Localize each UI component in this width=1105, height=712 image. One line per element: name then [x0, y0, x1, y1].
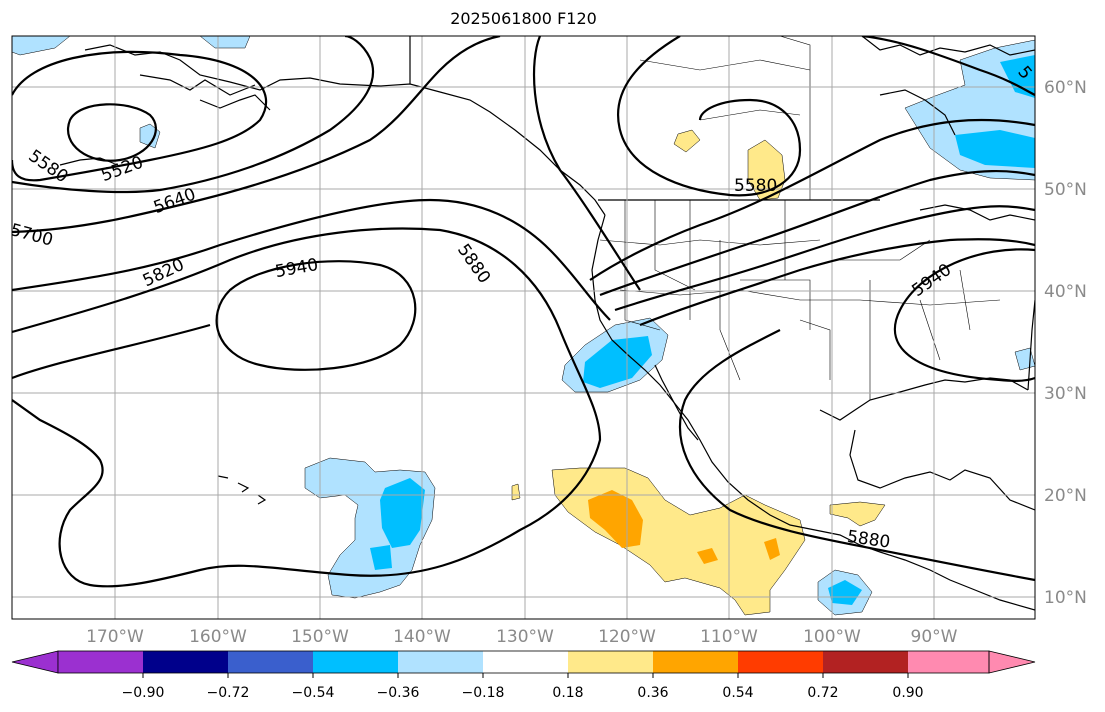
colorbar-segment: [653, 651, 738, 673]
lon-label: 110°W: [700, 627, 758, 647]
height-contours: [12, 36, 1035, 588]
colorbar-segment: [313, 651, 398, 673]
colorbar-tick-label: 0.54: [722, 685, 753, 701]
coastlines: [59, 36, 1035, 611]
colorbar-segment: [568, 651, 653, 673]
map-frame: [11, 35, 1036, 620]
longitude-labels: 170°W 160°W 150°W 140°W 130°W 120°W 110°…: [86, 627, 958, 647]
lon-label: 100°W: [803, 627, 861, 647]
colorbar-tick-label: 0.18: [552, 685, 583, 701]
lat-label: 30°N: [1044, 384, 1087, 404]
lon-label: 140°W: [393, 627, 451, 647]
colorbar-tick-label: −0.18: [462, 685, 505, 701]
colorbar-tick-label: −0.90: [122, 685, 165, 701]
lat-label: 20°N: [1044, 486, 1087, 506]
lon-label: 150°W: [291, 627, 349, 647]
colorbar-tick-label: 0.90: [892, 685, 923, 701]
colorbar-tick-label: −0.54: [292, 685, 335, 701]
colorbar-segment: [823, 651, 908, 673]
gridlines: [12, 36, 1035, 619]
state-borders: [599, 36, 1001, 400]
colorbar-segment: [483, 651, 568, 673]
lat-label: 50°N: [1044, 180, 1087, 200]
colorbar-tick-label: 0.72: [807, 685, 838, 701]
colorbar-tick-label: 0.36: [637, 685, 668, 701]
colorbar-frame: [57, 650, 990, 674]
contour-label-5580-east: 5580: [734, 176, 777, 196]
colorbar-extend-high: [988, 650, 1036, 674]
lat-label: 60°N: [1044, 78, 1087, 98]
colorbar-segment: [908, 651, 989, 673]
colorbar-segment: [143, 651, 228, 673]
colorbar-tick-label: −0.72: [207, 685, 250, 701]
colorbar-segment: [228, 651, 313, 673]
colorbar-segment: [58, 651, 143, 673]
lat-label: 40°N: [1044, 282, 1087, 302]
colorbar-tick-label: −0.36: [377, 685, 420, 701]
lon-label: 130°W: [496, 627, 554, 647]
lon-label: 170°W: [86, 627, 144, 647]
colorbar-extend-low: [11, 650, 59, 674]
anomaly-shading: [12, 36, 1035, 616]
lat-label: 10°N: [1044, 588, 1087, 608]
lon-label: 160°W: [189, 627, 247, 647]
map-title: 2025061800 F120: [450, 9, 597, 28]
colorbar-segment: [738, 651, 823, 673]
lon-label: 120°W: [598, 627, 656, 647]
latitude-labels: 60°N 50°N 40°N 30°N 20°N 10°N: [1044, 78, 1087, 608]
colorbar: −0.90 −0.72 −0.54 −0.36 −0.18 0.18 0.36 …: [11, 650, 1036, 701]
lon-label: 90°W: [911, 627, 958, 647]
colorbar-segment: [398, 651, 483, 673]
